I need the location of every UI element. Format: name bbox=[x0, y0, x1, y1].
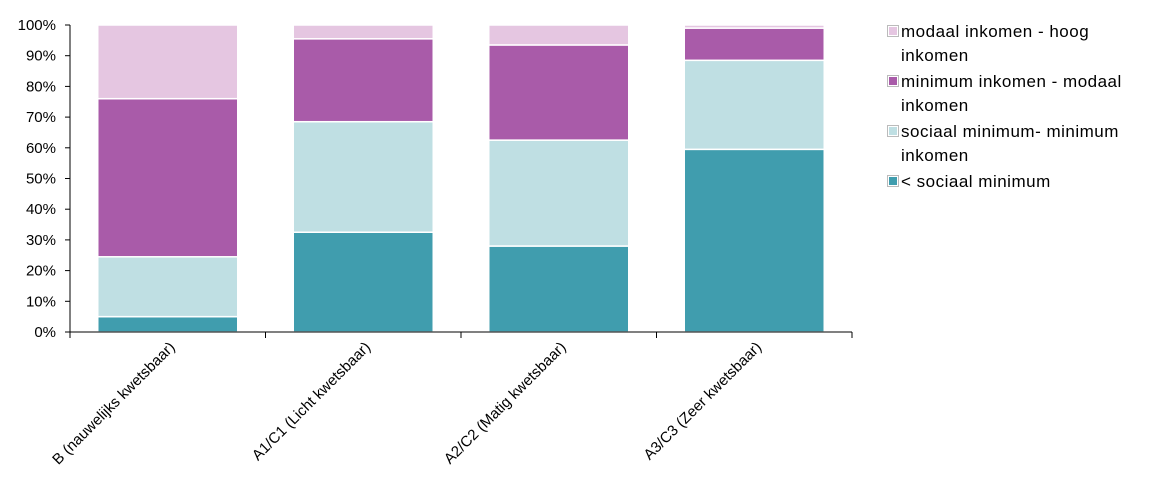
bar-segment bbox=[488, 24, 630, 46]
legend-swatch bbox=[887, 75, 899, 87]
y-tick-label: 90% bbox=[26, 48, 56, 65]
y-tick-label: 100% bbox=[18, 17, 56, 34]
bars-group bbox=[97, 24, 825, 333]
y-tick-label: 20% bbox=[26, 263, 56, 280]
y-tick-labels: 0% 10% 20% 30% 40% 50% 60% 70% 80% 90% 100% bbox=[18, 17, 56, 341]
bar-segment bbox=[683, 148, 825, 333]
bar-segment bbox=[683, 59, 825, 151]
x-category-label: A2/C2 (Matig kwetsbaar) bbox=[441, 339, 570, 468]
x-category-label: B (nauwelijks kwetsbaar) bbox=[49, 339, 178, 468]
bar-segment bbox=[488, 139, 630, 247]
legend-label: minimum inkomen - modaal inkomen bbox=[901, 72, 1122, 115]
bar-segment bbox=[683, 27, 825, 62]
bar-segment bbox=[292, 231, 434, 333]
x-tick-labels: B (nauwelijks kwetsbaar) A1/C1 (Licht kwe… bbox=[49, 339, 765, 468]
y-tick-label: 80% bbox=[26, 78, 56, 95]
legend-item: modaal inkomen - hoog inkomen bbox=[887, 20, 1148, 68]
y-tick-label: 40% bbox=[26, 201, 56, 218]
axes-group bbox=[65, 24, 853, 338]
y-tick-label: 70% bbox=[26, 109, 56, 126]
y-tick-label: 10% bbox=[26, 293, 56, 310]
x-category-label: A1/C1 (Licht kwetsbaar) bbox=[249, 339, 374, 464]
bar-segment bbox=[97, 256, 239, 318]
legend-label: < sociaal minimum bbox=[901, 172, 1051, 191]
x-category-label: A3/C3 (Zeer kwetsbaar) bbox=[640, 339, 765, 464]
legend-item: sociaal minimum- minimum inkomen bbox=[887, 120, 1148, 168]
legend-swatch bbox=[887, 175, 899, 187]
y-tick-label: 0% bbox=[34, 324, 56, 341]
bar-segment bbox=[292, 38, 434, 123]
y-tick-label: 50% bbox=[26, 171, 56, 188]
bar-segment bbox=[292, 120, 434, 233]
bar-segment bbox=[97, 315, 239, 333]
bar-segment bbox=[292, 24, 434, 40]
bar-segment bbox=[97, 24, 239, 100]
y-tick-label: 60% bbox=[26, 140, 56, 157]
bar-segment bbox=[97, 97, 239, 258]
bar-segment bbox=[488, 245, 630, 333]
bar-segment bbox=[488, 44, 630, 141]
legend-item: minimum inkomen - modaal inkomen bbox=[887, 70, 1148, 118]
legend: modaal inkomen - hoog inkomen minimum ink… bbox=[887, 20, 1148, 196]
legend-label: sociaal minimum- minimum inkomen bbox=[901, 122, 1119, 165]
legend-swatch bbox=[887, 25, 899, 37]
legend-label: modaal inkomen - hoog inkomen bbox=[901, 22, 1090, 65]
legend-swatch bbox=[887, 125, 899, 137]
legend-item: < sociaal minimum bbox=[887, 170, 1148, 194]
y-tick-label: 30% bbox=[26, 232, 56, 249]
bar-segment bbox=[683, 24, 825, 29]
